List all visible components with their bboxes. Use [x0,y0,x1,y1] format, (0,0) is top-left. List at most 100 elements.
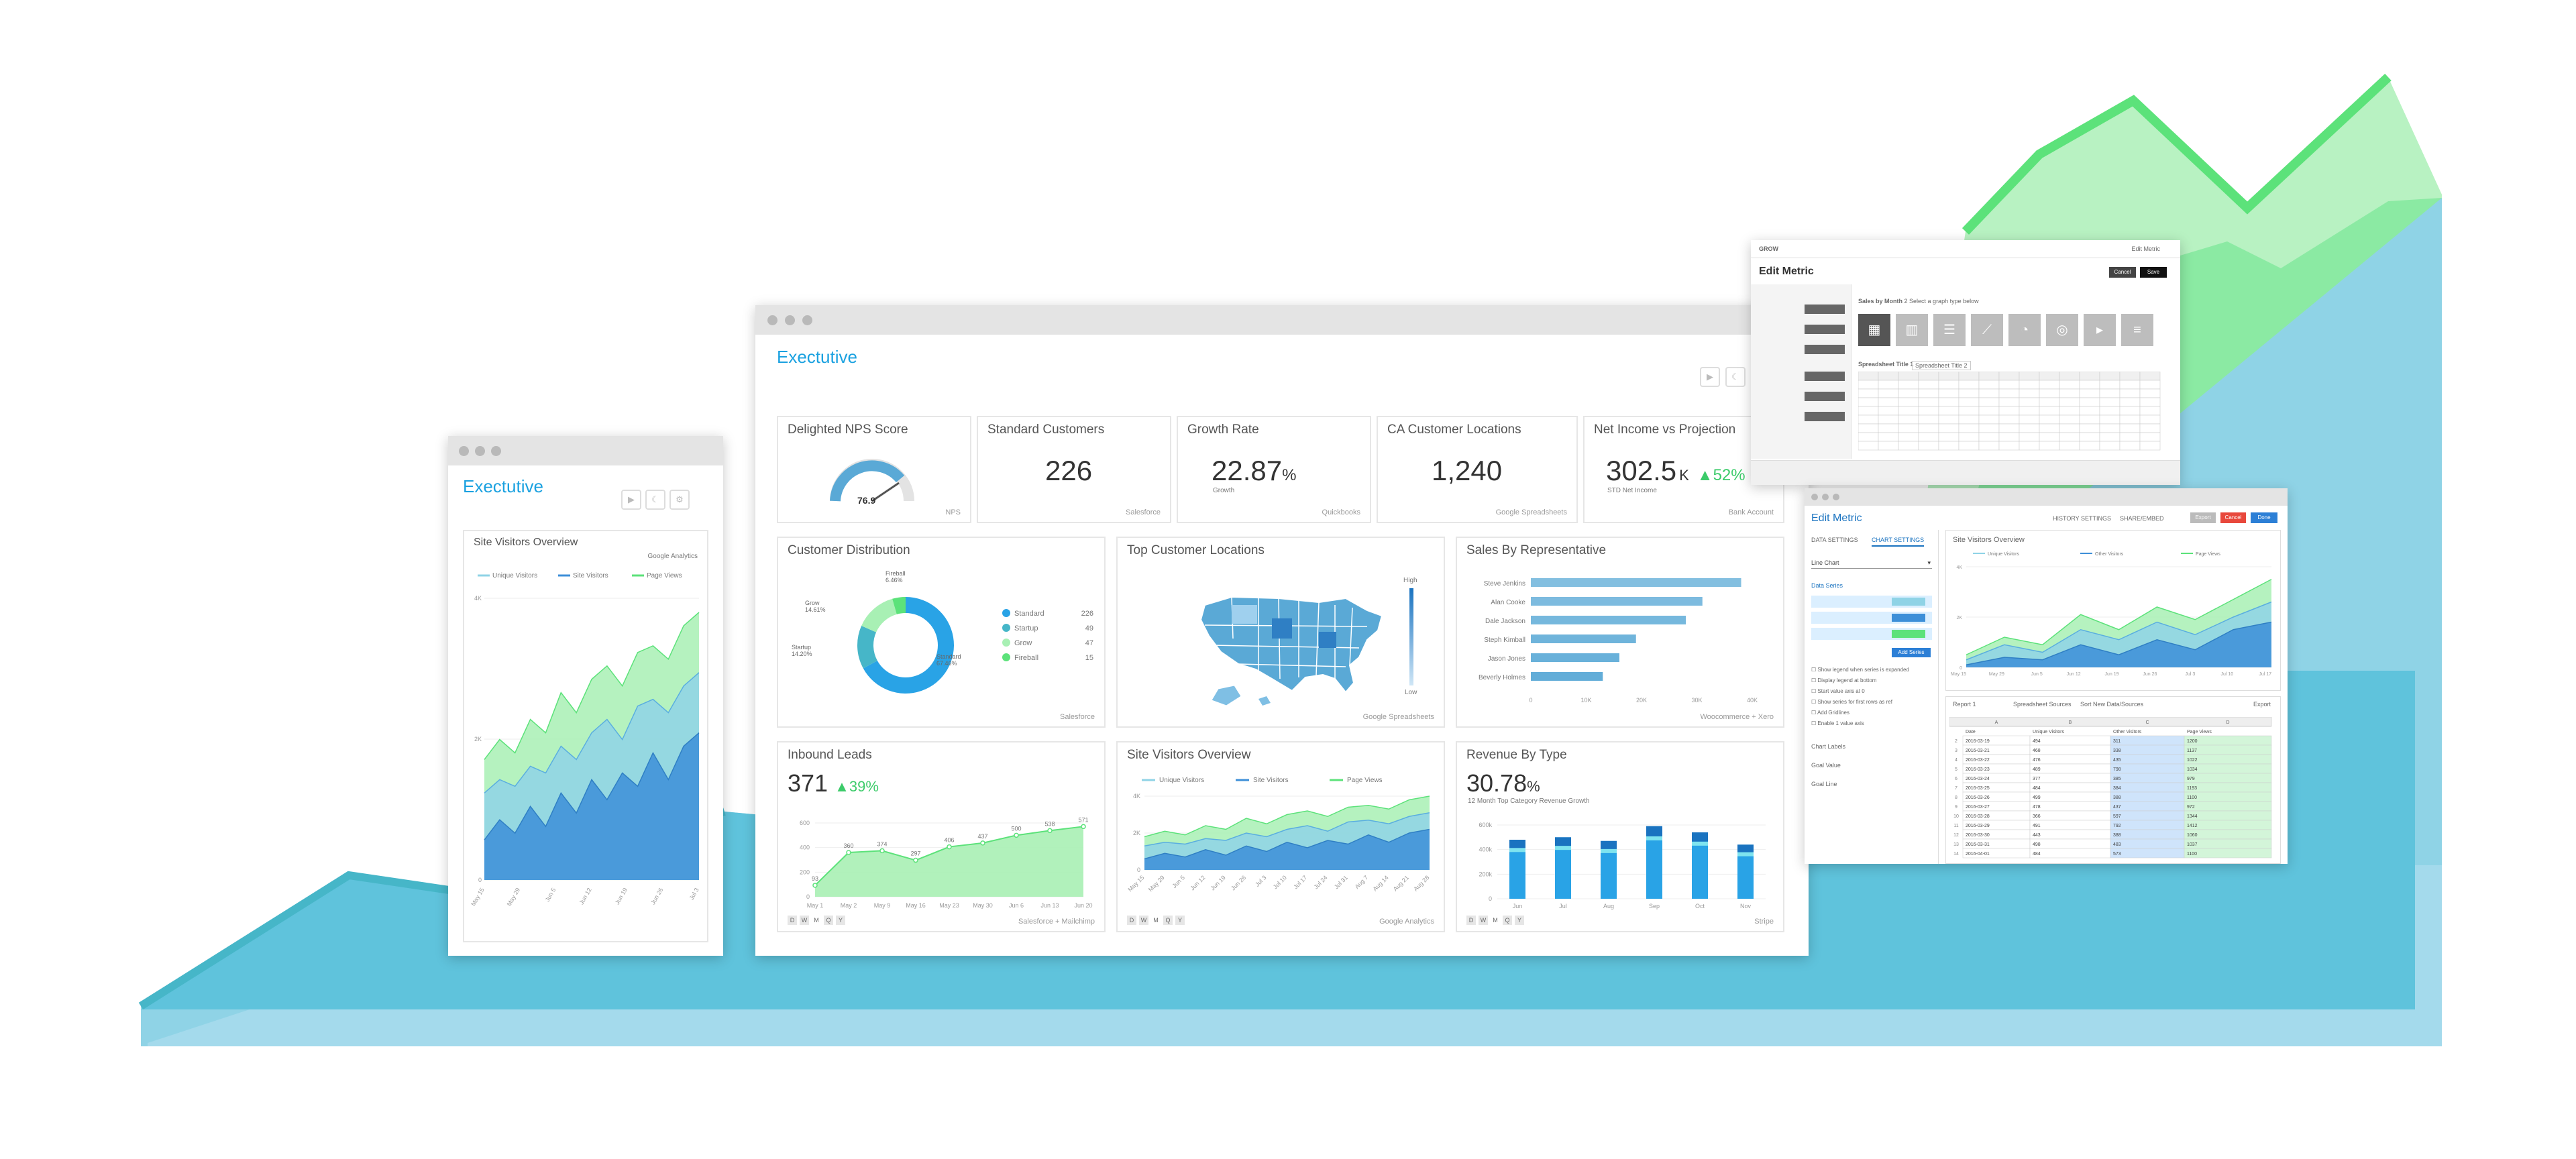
accordion-chart-labels[interactable]: Chart Labels [1811,743,1846,750]
tick-label: Jun 13 [1040,902,1059,909]
grid-cell [2139,432,2161,442]
grid-cell [1878,406,1899,416]
sheet-tab-2[interactable]: Spreadsheet Title 2 [1912,361,1971,370]
kpi-sub: STD Net Income [1607,487,1657,494]
tick-label: 2K [1956,616,1962,620]
range-button-w[interactable]: W [800,916,809,925]
grid-cell [1858,441,1879,451]
moon-icon[interactable]: ☾ [645,490,665,510]
share-embed-link[interactable]: SHARE/EMBED [2120,515,2164,522]
chart-option[interactable]: ☐ Enable 1 value axis [1811,720,1864,726]
edit-menu[interactable]: Edit Metric [2131,245,2160,252]
area [815,826,1083,897]
row-number: 6 [1955,777,1957,781]
range-button-d[interactable]: D [1127,916,1136,925]
chart-option[interactable]: ☐ Show series for first rows as ref [1811,699,1892,705]
save-button[interactable]: Save [2140,267,2167,278]
grid-cell [1998,388,2020,398]
series-color [1892,598,1925,606]
export-link[interactable]: Export [2253,701,2271,708]
play-icon[interactable]: ▶ [1700,367,1720,387]
chart-type-select[interactable]: Line Chart ▾ [1811,557,1932,569]
range-button-w[interactable]: W [1479,916,1488,925]
gear-icon[interactable]: ⚙ [669,490,690,510]
kpi-nps-card[interactable]: Delighted NPS Score 76.9 NPS [777,416,971,523]
tick-label: 2K [474,736,482,742]
chart-option[interactable]: ☐ Display legend at bottom [1811,677,1877,683]
revenue-by-type-card[interactable]: Revenue By Type 30.78% 12 Month Top Cate… [1456,741,1784,932]
report-tab[interactable]: Report 1 [1953,701,1976,708]
history-settings-link[interactable]: HISTORY SETTINGS [2053,515,2112,522]
tab-chart-settings[interactable]: CHART SETTINGS [1872,537,1925,547]
accordion-goal-value[interactable]: Goal Value [1811,762,1841,769]
grid-cell [1918,406,1939,416]
range-button-q[interactable]: Q [1503,916,1512,925]
table-cell [2110,791,2185,802]
chart-option[interactable]: ☐ Start value axis at 0 [1811,688,1865,694]
section-data-series[interactable]: Data Series [1811,582,1843,589]
grid-cell [1958,441,1980,451]
series-row[interactable] [1811,596,1932,608]
series-row[interactable] [1811,628,1932,640]
range-button-y[interactable]: Y [1515,916,1524,925]
kpi-unit: K [1679,467,1689,484]
series-line [1966,579,2272,655]
column-letter: B [2069,720,2072,725]
chart-option[interactable]: ☐ Show legend when series is expanded [1811,667,1909,673]
sidebar-field [1805,325,1845,334]
done-button[interactable]: Done [2251,512,2277,523]
kpi-standard-customers-card[interactable]: Standard Customers 226 Salesforce [977,416,1171,523]
chart-option[interactable]: ☐ Add Gridlines [1811,710,1849,716]
kpi-growth-rate-card[interactable]: Growth Rate 22.87% Growth Quickbooks [1177,416,1371,523]
range-button-w[interactable]: W [1139,916,1148,925]
data-label: 538 [1044,820,1055,827]
graph-type-option[interactable]: ⟋ [1971,314,2003,346]
range-button-y[interactable]: Y [836,916,845,925]
top-locations-card[interactable]: Top Customer Locations High Low Google S… [1116,537,1445,728]
range-button-q[interactable]: Q [824,916,833,925]
kpi-sub: Growth [1213,487,1235,494]
moon-icon[interactable]: ☾ [1725,367,1746,387]
cancel-button[interactable]: Cancel [2220,512,2246,523]
graph-type-option[interactable]: ◎ [2046,314,2078,346]
add-series-button[interactable]: Add Series [1892,648,1931,657]
cancel-button[interactable]: Cancel [2109,267,2136,278]
grid-cell [2019,415,2040,425]
graph-type-option[interactable]: ☰ [1933,314,1966,346]
site-visitors-card[interactable]: Site Visitors Overview Unique Visitors S… [1116,741,1445,932]
inbound-leads-card[interactable]: Inbound Leads 371 ▲39% 0 200 400 600 93 May 1 3… [777,741,1106,932]
grid-cell [2099,406,2121,416]
cell-value: 437 [2113,805,2121,810]
accordion-goal-line[interactable]: Goal Line [1811,781,1837,787]
tab-data-settings[interactable]: DATA SETTINGS [1811,537,1858,543]
range-button-m[interactable]: M [1491,916,1500,925]
graph-type-option[interactable]: ▸ [2084,314,2116,346]
series-row[interactable] [1811,612,1932,624]
graph-type-option[interactable]: ≡ [2121,314,2153,346]
grid-cell [1998,423,2020,433]
range-button-d[interactable]: D [1466,916,1476,925]
graph-type-option[interactable]: ▥ [1896,314,1928,346]
sales-rep-card[interactable]: Sales By Representative Steve Jenkins Ala… [1456,537,1784,728]
tick-label: May 29 [1989,672,2004,677]
grid-cell [2119,406,2141,416]
card-source: Google Analytics [1379,918,1434,926]
play-icon[interactable]: ▶ [621,490,641,510]
range-button-q[interactable]: Q [1163,916,1173,925]
kpi-ca-locations-card[interactable]: CA Customer Locations 1,240 Google Sprea… [1377,416,1578,523]
sheet-tab-1[interactable]: Spreadsheet Title 1 [1858,361,1914,368]
graph-type-option[interactable]: ▦ [1858,314,1890,346]
range-button-d[interactable]: D [788,916,797,925]
range-button-y[interactable]: Y [1175,916,1185,925]
customer-distribution-card[interactable]: Customer Distribution Standard 226 Startup… [777,537,1106,728]
range-button-m[interactable]: M [812,916,821,925]
sort-sources-tab[interactable]: Sort New Data/Sources [2080,701,2144,708]
sheet-sources-tab[interactable]: Spreadsheet Sources [2013,701,2072,708]
cell-value: 1037 [2187,842,2198,847]
tick-label: May 15 [1951,672,1966,677]
export-button[interactable]: Export [2190,512,2216,523]
graph-type-option[interactable]: ◔ [2008,314,2041,346]
grid-cell [2119,432,2141,442]
range-button-m[interactable]: M [1151,916,1161,925]
series-area [1966,622,2271,667]
